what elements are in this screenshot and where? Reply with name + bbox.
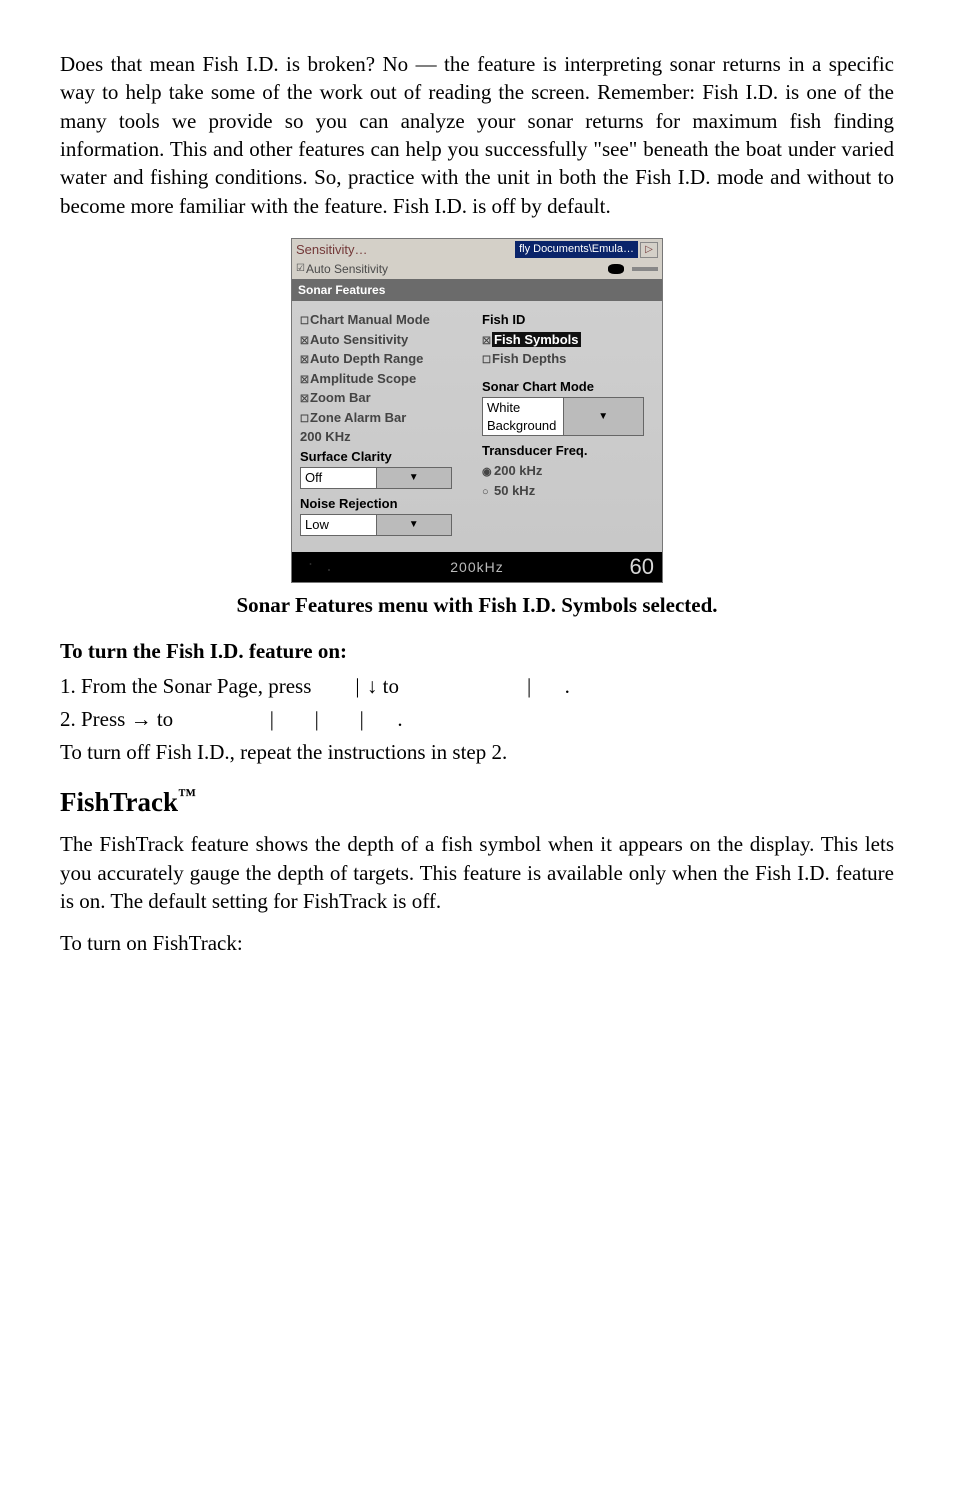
checkbox-checked-icon: ☒ (300, 354, 310, 368)
fishtrack-heading: FishTrack™ (60, 783, 894, 820)
opt-auto-depth-range[interactable]: ☒Auto Depth Range (300, 350, 472, 368)
title-doc-path: fly Documents\Emula… (515, 241, 638, 258)
title-play-icon: ▷ (640, 242, 658, 258)
turn-off-note: To turn off Fish I.D., repeat the instru… (60, 738, 894, 766)
radio-200khz[interactable]: ◉200 kHz (482, 462, 654, 480)
noise-rejection-label: Noise Rejection (300, 495, 472, 513)
dot-glyph: . (397, 707, 402, 731)
opt-zone-alarm-bar[interactable]: ☐Zone Alarm Bar (300, 409, 472, 427)
surface-clarity-value: Off (301, 468, 376, 488)
opt-auto-sensitivity[interactable]: ☒Auto Sensitivity (300, 331, 472, 349)
r50-label: 50 kHz (494, 483, 535, 498)
sonar-chart-mode-dropdown[interactable]: White Background ▼ (482, 397, 644, 436)
sonar-features-header: Sonar Features (292, 279, 662, 301)
opt-fish-depths[interactable]: ☐Fish Depths (482, 350, 654, 368)
noise-rejection-value: Low (301, 515, 376, 535)
chart-manual-label: Chart Manual Mode (310, 312, 430, 327)
khz-200-label: 200 KHz (300, 428, 472, 446)
ghost-blob-icon (608, 264, 624, 274)
fish-id-header: Fish ID (482, 311, 654, 329)
turn-on-heading: To turn the Fish I.D. feature on: (60, 637, 894, 665)
fish-depths-label: Fish Depths (492, 351, 566, 366)
opt-fish-symbols[interactable]: ☒Fish Symbols (482, 331, 654, 349)
blank (538, 674, 559, 698)
opt-chart-manual-mode[interactable]: ☐Chart Manual Mode (300, 311, 472, 329)
blank (371, 707, 392, 731)
auto-depth-label: Auto Depth Range (310, 351, 423, 366)
amp-scope-label: Amplitude Scope (310, 371, 416, 386)
noise-rejection-dropdown[interactable]: Low ▼ (300, 514, 452, 536)
blank (178, 707, 262, 731)
checkbox-unchecked-icon: ☐ (300, 315, 310, 329)
opt-amplitude-scope[interactable]: ☒Amplitude Scope (300, 370, 472, 388)
screenshot-container: Sensitivity… fly Documents\Emula… ▷ ☑ Au… (60, 238, 894, 583)
radio-50khz[interactable]: ○50 kHz (482, 482, 654, 500)
depth-footer: 200kHz 60 (292, 552, 662, 582)
step2-text-a: 2. Press (60, 707, 131, 731)
fishtrack-text: FishTrack (60, 787, 178, 817)
radio-unselected-icon: ○ (482, 485, 494, 500)
surface-clarity-dropdown[interactable]: Off ▼ (300, 467, 452, 489)
surface-clarity-label: Surface Clarity (300, 448, 472, 466)
step-1: 1. From the Sonar Page, press | ↓ to | . (60, 672, 894, 701)
checkbox-unchecked-icon: ☐ (300, 413, 310, 427)
blank (326, 707, 352, 731)
opt-zoom-bar[interactable]: ☒Zoom Bar (300, 389, 472, 407)
right-arrow-glyph: → (131, 708, 152, 731)
checkbox-checked-icon: ☒ (482, 335, 492, 349)
footer-khz: 200kHz (450, 558, 503, 577)
trademark-glyph: ™ (178, 785, 196, 805)
checkbox-checked-icon: ☒ (300, 335, 310, 349)
fishtrack-turn-on: To turn on FishTrack: (60, 929, 894, 957)
checkbox-checked-icon: ☒ (300, 393, 310, 407)
step2-to: to (157, 707, 179, 731)
blank (404, 674, 520, 698)
blank (281, 707, 307, 731)
zone-alarm-label: Zone Alarm Bar (310, 410, 406, 425)
dot-glyph: . (565, 674, 570, 698)
pipe-glyph: | (353, 672, 361, 700)
screenshot-caption: Sonar Features menu with Fish I.D. Symbo… (60, 591, 894, 619)
options-panel: ☐Chart Manual Mode ☒Auto Sensitivity ☒Au… (292, 301, 662, 552)
dropdown-arrow-icon: ▼ (563, 398, 644, 435)
sonar-features-screenshot: Sensitivity… fly Documents\Emula… ▷ ☑ Au… (291, 238, 663, 583)
down-arrow-glyph: ↓ (367, 675, 378, 698)
window-title-row: Sensitivity… fly Documents\Emula… ▷ (292, 239, 662, 261)
pipe-glyph: | (525, 672, 533, 700)
intro-paragraph: Does that mean Fish I.D. is broken? No —… (60, 50, 894, 220)
step-2: 2. Press → to | | | . (60, 705, 894, 734)
sonar-chart-mode-header: Sonar Chart Mode (482, 378, 654, 396)
ghost-bar (632, 267, 658, 271)
radio-selected-icon: ◉ (482, 465, 494, 480)
r200-label: 200 kHz (494, 463, 542, 478)
dropdown-arrow-icon: ▼ (376, 468, 452, 488)
fishtrack-body: The FishTrack feature shows the depth of… (60, 830, 894, 915)
title-sensitivity: Sensitivity… (296, 241, 368, 259)
left-column: ☐Chart Manual Mode ☒Auto Sensitivity ☒Au… (300, 309, 472, 542)
pipe-glyph: | (313, 705, 321, 733)
transducer-freq-header: Transducer Freq. (482, 442, 654, 460)
ghost-auto-sensitivity-row: ☑ Auto Sensitivity (292, 261, 662, 279)
ghost-auto-sensitivity-label: Auto Sensitivity (306, 261, 388, 277)
checkbox-unchecked-icon: ☐ (482, 354, 492, 368)
zoom-bar-label: Zoom Bar (310, 390, 371, 405)
ghost-checkbox-icon: ☑ (296, 262, 306, 276)
dropdown-arrow-icon: ▼ (376, 515, 452, 535)
auto-sens-label: Auto Sensitivity (310, 332, 408, 347)
pipe-glyph: | (268, 705, 276, 733)
fish-symbols-label: Fish Symbols (492, 332, 581, 347)
sonar-chart-mode-value: White Background (483, 398, 563, 435)
pipe-glyph: | (358, 705, 366, 733)
blank (317, 674, 349, 698)
step1-text-a: 1. From the Sonar Page, press (60, 674, 317, 698)
footer-depth: 60 (630, 552, 654, 582)
checkbox-checked-icon: ☒ (300, 374, 310, 388)
right-column: Fish ID ☒Fish Symbols ☐Fish Depths Sonar… (482, 309, 654, 542)
step1-to: to (383, 674, 405, 698)
